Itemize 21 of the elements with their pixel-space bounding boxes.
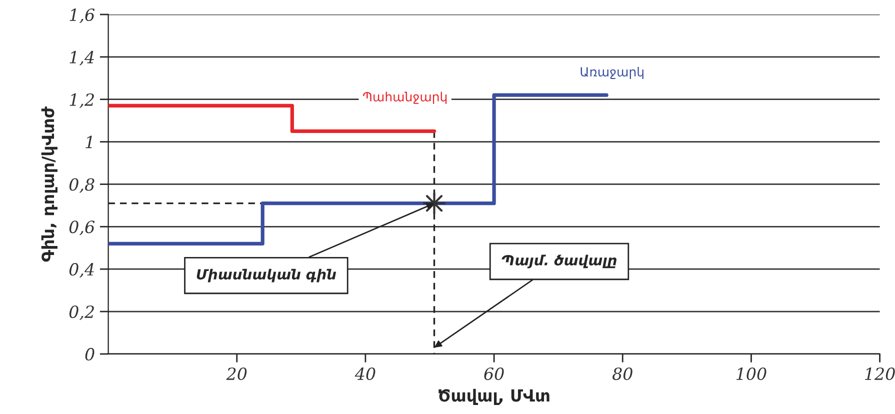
annotation: Միասնական գին bbox=[196, 268, 336, 282]
annotation: Պայմ. ծավալը bbox=[502, 254, 616, 268]
x-tick-label: 120 bbox=[865, 367, 895, 380]
x-tick-label: 100 bbox=[736, 367, 766, 380]
y-axis-title: Գին, դոլար/կՎտժ bbox=[41, 106, 58, 262]
series-label: Առաջարկ bbox=[580, 66, 644, 79]
y-tick-label: 1,2 bbox=[70, 93, 94, 108]
x-tick-label: 60 bbox=[484, 367, 504, 380]
x-tick-label: 80 bbox=[612, 367, 632, 380]
y-tick-label: 1 bbox=[86, 136, 92, 148]
x-axis-title: Ծավալ, ՄՎտ bbox=[438, 388, 550, 405]
y-tick-label: 0,2 bbox=[69, 305, 94, 320]
y-tick-label: 0,8 bbox=[69, 178, 94, 193]
x-tick-label: 40 bbox=[354, 367, 376, 380]
y-tick-label: 1,6 bbox=[70, 8, 95, 24]
y-tick-label: 0,4 bbox=[69, 263, 94, 278]
x-tick-label: 20 bbox=[226, 367, 247, 380]
y-tick-label: 1,4 bbox=[70, 50, 94, 66]
y-tick-label: 0,6 bbox=[69, 220, 95, 236]
text: Պահանջարկ bbox=[363, 92, 447, 104]
y-tick-label: 0 bbox=[85, 348, 94, 361]
